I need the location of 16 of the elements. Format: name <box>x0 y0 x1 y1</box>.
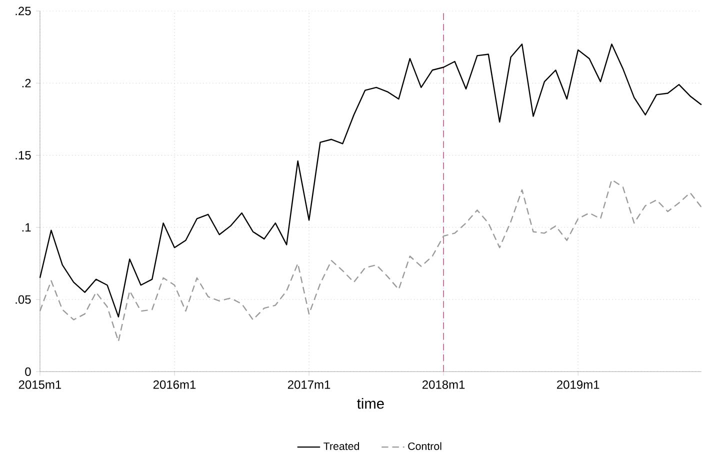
x-tick-label: 2016m1 <box>153 380 196 390</box>
legend-label: Treated <box>324 442 359 450</box>
line-series <box>39 44 702 318</box>
x-tick-label: 2019m1 <box>557 380 600 390</box>
y-tick-label: .2 <box>22 79 31 88</box>
y-tick-label: .25 <box>16 6 31 16</box>
x-tick-label: 2017m1 <box>288 380 330 390</box>
y-tick-label: .1 <box>22 223 31 232</box>
y-tick-label: .05 <box>16 295 31 304</box>
legend-label: Control <box>408 442 442 450</box>
x-tick-label: 2015m1 <box>18 380 62 390</box>
x-tick-label: 2018m1 <box>422 380 465 390</box>
y-tick-label: .15 <box>16 151 31 160</box>
line-series <box>39 179 702 342</box>
x-axis-title: time <box>357 398 384 409</box>
y-tick-label: 0 <box>25 368 31 376</box>
